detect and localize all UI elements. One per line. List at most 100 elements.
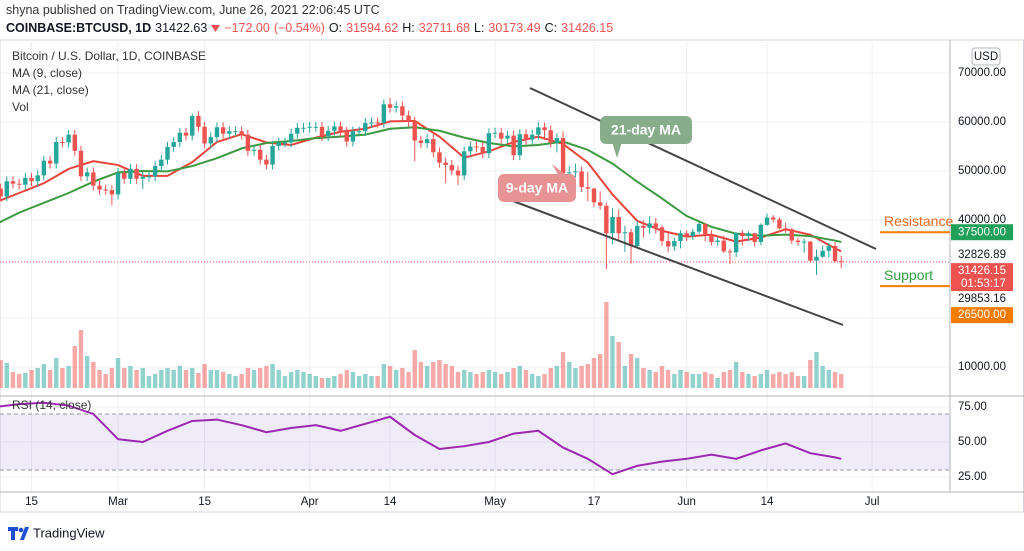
volume-bar	[597, 354, 603, 388]
candle-body	[60, 142, 65, 144]
trend-line	[504, 197, 844, 326]
volume-bar	[431, 362, 436, 388]
x-tick-label: Apr	[301, 496, 319, 508]
volume-bar	[159, 370, 164, 388]
y-tick-label: 70000.00	[958, 67, 1006, 79]
candle-body	[177, 132, 183, 143]
candle-body	[10, 181, 16, 184]
ohlc-key: O:	[328, 21, 343, 35]
legend-entry: MA (9, close)	[12, 66, 82, 80]
candle-body	[134, 168, 139, 179]
candle-body	[350, 131, 356, 142]
candle-body	[4, 181, 9, 197]
volume-bar	[703, 372, 708, 388]
candle-body	[190, 116, 195, 136]
volume-bar	[196, 373, 201, 388]
volume-bar	[560, 352, 566, 388]
candle-body	[585, 187, 591, 189]
quote-line: COINBASE:BTCUSD, 1D 31422.63 −172.00 (−0…	[6, 21, 613, 35]
volume-bar	[190, 368, 195, 388]
x-tick-label: 15	[25, 496, 38, 508]
volume-bar	[777, 372, 782, 388]
candle-body	[641, 225, 646, 228]
candle-body	[647, 223, 652, 228]
price-label: 29853.16	[958, 293, 1006, 305]
rsi-band	[0, 413, 950, 471]
volume-bar	[764, 370, 770, 388]
price-label-box	[951, 263, 1013, 292]
volume-bar	[66, 366, 71, 388]
candle-body	[579, 171, 584, 188]
volume-bar	[60, 368, 65, 388]
volume-bar	[270, 364, 275, 388]
candle-body	[659, 227, 665, 242]
volume-bar	[84, 356, 90, 388]
y-tick-label: 60000.00	[958, 116, 1006, 128]
legend-entry: MA (21, close)	[12, 83, 89, 97]
candle-body	[23, 177, 28, 185]
volume-bar	[758, 374, 764, 388]
footer-brand: TradingView	[33, 525, 105, 540]
volume-bar	[208, 370, 213, 388]
volume-bar	[400, 368, 405, 388]
volume-bar	[177, 366, 183, 388]
candle-body	[97, 185, 102, 190]
volume-bar	[122, 368, 127, 388]
currency-box[interactable]	[971, 47, 1001, 66]
candle-body	[622, 232, 628, 234]
candle-body	[251, 149, 257, 151]
down-arrow	[211, 25, 221, 32]
candle-body	[183, 132, 189, 136]
candle-body	[78, 150, 84, 177]
volume-bar	[344, 370, 349, 388]
candle-body	[678, 233, 683, 242]
volume-bar	[214, 370, 220, 388]
volume-bar	[795, 376, 801, 388]
symbol: COINBASE:BTCUSD, 1D	[6, 21, 152, 35]
volume-bar	[468, 372, 473, 388]
legend-entry: RSI (14, close)	[12, 398, 91, 412]
candle-body	[35, 175, 40, 182]
logo-mark	[20, 527, 29, 540]
candle-body	[165, 146, 170, 160]
candle-body	[529, 134, 535, 140]
candle-body	[672, 241, 677, 247]
volume-bar	[245, 368, 251, 388]
volume-bar	[4, 363, 9, 388]
level-label: Support	[884, 267, 933, 283]
volume-bar	[412, 350, 417, 388]
candle-body	[276, 142, 281, 146]
volume-bar	[529, 374, 535, 388]
candle-body	[443, 162, 448, 166]
candle-body	[326, 130, 331, 137]
candle-body	[789, 229, 794, 241]
annotation-text: 9-day MA	[506, 180, 568, 196]
volume-bar	[276, 370, 281, 388]
annotation-box	[600, 116, 692, 144]
volume-bar	[591, 358, 597, 388]
candle-body	[47, 160, 53, 164]
volume-bar	[665, 370, 671, 388]
candle-body	[616, 217, 621, 234]
volume-bar	[653, 372, 658, 388]
volume-bar	[610, 336, 615, 388]
y-tick-label: 10000.00	[958, 361, 1006, 373]
annotation-pointer	[612, 142, 622, 158]
candle-body	[264, 159, 269, 165]
candle-body	[214, 127, 220, 138]
candle-body	[258, 149, 263, 160]
volume-bar	[307, 374, 312, 388]
volume-bar	[499, 374, 504, 388]
candle-body	[449, 165, 455, 171]
ohlc-value: 30173.49	[488, 21, 541, 35]
footer-logo: TradingView	[8, 525, 105, 540]
y-tick-label: 50000.00	[958, 165, 1006, 177]
volume-bar	[820, 366, 825, 388]
candle-body	[103, 189, 108, 191]
candle-body	[696, 223, 702, 232]
countdown: 01:53:17	[961, 278, 1006, 290]
candle-body	[387, 104, 393, 108]
volume-bar	[146, 376, 152, 388]
